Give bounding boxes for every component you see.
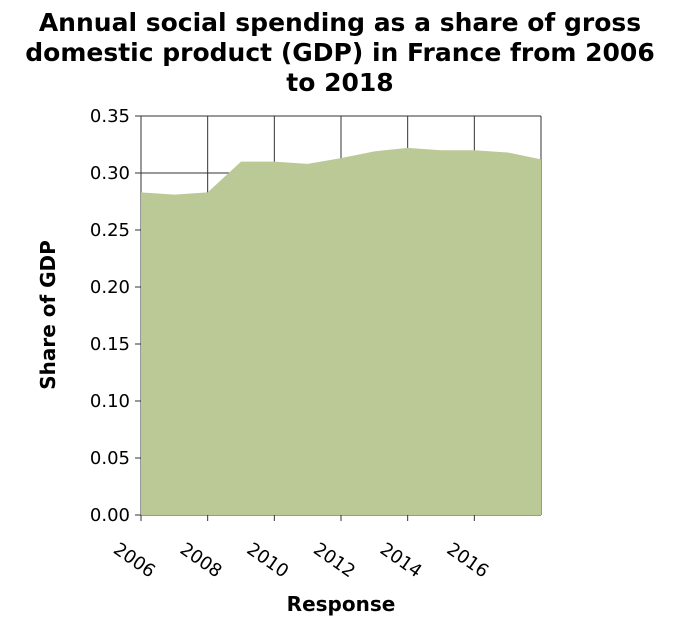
x-tick-label: 2012 (309, 539, 359, 582)
x-tick-label: 2014 (376, 539, 426, 582)
chart-title-line-2: domestic product (GDP) in France from 20… (25, 38, 654, 67)
x-tick-label: 2006 (109, 539, 159, 582)
y-tick-label: 0.10 (90, 391, 130, 412)
y-tick-labels: 0.00 0.05 0.10 0.15 0.20 0.25 0.30 0.35 (90, 106, 130, 526)
y-tick-label: 0.25 (90, 220, 130, 241)
y-axis-label: Share of GDP (36, 240, 60, 390)
y-tick-label: 0.30 (90, 163, 130, 184)
y-tick-label: 0.00 (90, 505, 130, 526)
y-tick-label: 0.15 (90, 334, 130, 355)
x-axis-label: Response (287, 592, 396, 616)
area-series (141, 147, 541, 516)
y-tick-label: 0.35 (90, 106, 130, 127)
x-tick-labels: 2006 2008 2010 2012 2014 2016 (109, 539, 492, 582)
y-tick-label: 0.20 (90, 277, 130, 298)
x-tick-label: 2010 (243, 539, 293, 582)
y-tick-label: 0.05 (90, 448, 130, 469)
chart-title-line-1: Annual social spending as a share of gro… (39, 8, 641, 37)
x-tick-label: 2016 (443, 539, 493, 582)
axis-ticks (135, 115, 475, 521)
x-tick-label: 2008 (176, 539, 226, 582)
chart-title-line-3: to 2018 (286, 68, 393, 97)
